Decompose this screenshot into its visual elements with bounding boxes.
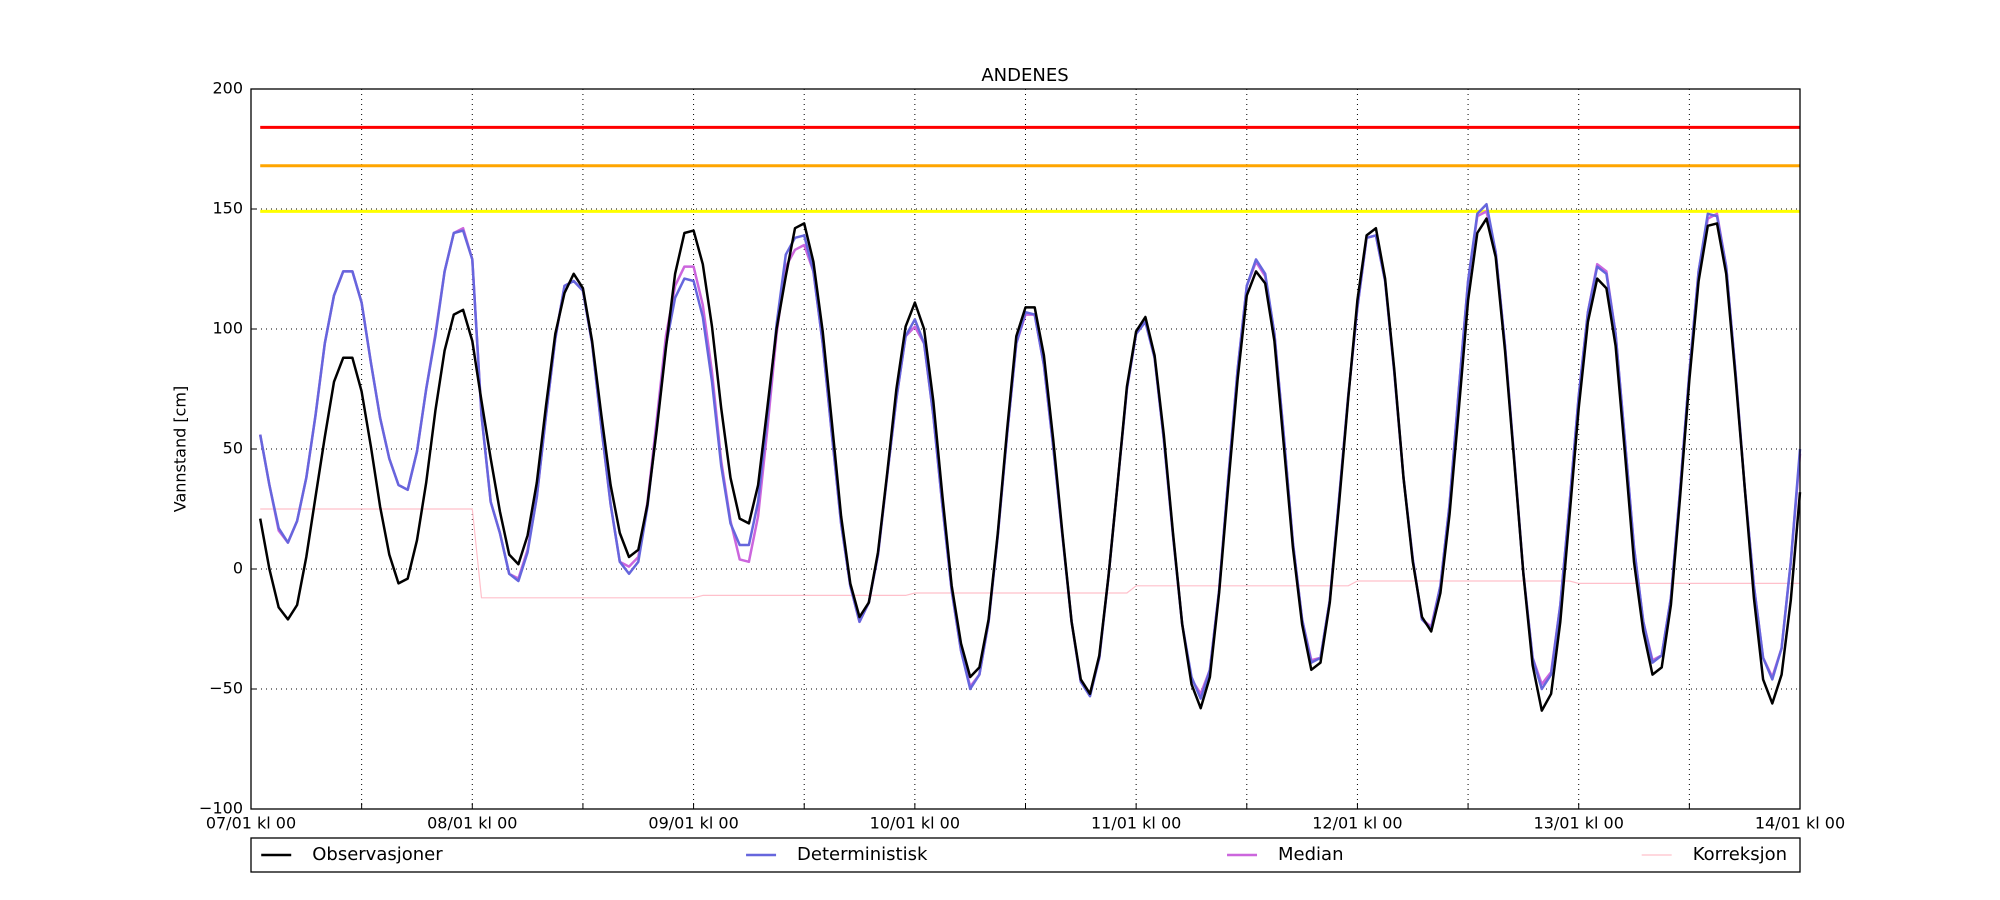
series-line (258, 217, 1802, 712)
y-tick-label: −100 (199, 799, 243, 818)
series-line (258, 210, 1802, 696)
x-tick-label: 12/01 kl 00 (1312, 814, 1402, 833)
y-axis-label: Vannstand [cm] (171, 386, 190, 512)
series-line (260, 508, 1800, 599)
legend-label: Observasjoner (312, 844, 443, 865)
legend-box (250, 837, 1801, 873)
x-tick-label: 07/01 kl 00 (206, 814, 296, 833)
y-tick-label: 50 (223, 439, 243, 458)
series-line (258, 202, 1802, 700)
y-tick-label: −50 (209, 679, 243, 698)
legend-label: Median (1278, 844, 1343, 865)
x-tick-label: 09/01 kl 00 (648, 814, 738, 833)
legend-label: Deterministisk (797, 844, 928, 865)
y-tick-label: 200 (212, 79, 243, 98)
y-tick-label: 0 (233, 559, 243, 578)
plot-frame (250, 88, 1801, 810)
x-tick-label: 13/01 kl 00 (1534, 814, 1624, 833)
x-tick-label: 11/01 kl 00 (1091, 814, 1181, 833)
x-tick-label: 14/01 kl 00 (1755, 814, 1845, 833)
x-tick-label: 10/01 kl 00 (870, 814, 960, 833)
legend-label: Korreksjon (1693, 844, 1787, 865)
y-tick-label: 150 (212, 199, 243, 218)
chart-title: ANDENES (981, 65, 1068, 86)
x-tick-label: 08/01 kl 00 (427, 814, 517, 833)
y-tick-label: 100 (212, 319, 243, 338)
